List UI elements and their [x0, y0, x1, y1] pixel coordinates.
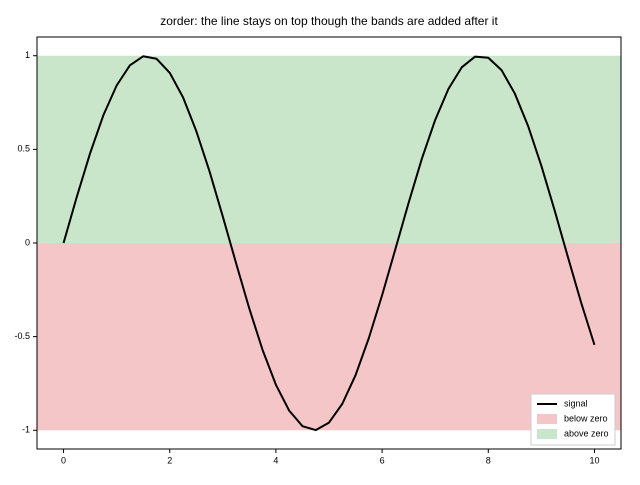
- x-tick-label: 2: [167, 455, 172, 465]
- legend-swatch: [537, 429, 557, 439]
- legend: signal below zero above zero: [530, 393, 616, 446]
- band: [37, 55, 621, 244]
- x-tick-label: 0: [61, 455, 66, 465]
- y-tick-label: 1: [25, 50, 30, 60]
- chart-title: zorder: the line stays on top though the…: [160, 14, 498, 28]
- legend-label: signal: [564, 398, 588, 408]
- legend-label: below zero: [564, 413, 608, 423]
- line: [62, 55, 596, 432]
- band: [37, 243, 621, 431]
- x-tick-label: 6: [380, 455, 385, 465]
- x-tick-label: 4: [273, 455, 278, 465]
- x-tick-label: 10: [589, 455, 599, 465]
- y-tick-label: -1: [22, 425, 30, 435]
- legend-swatch: [537, 414, 557, 424]
- y-tick-label: -0.5: [14, 331, 30, 341]
- x-tick-label: 8: [486, 455, 491, 465]
- y-tick-label: 0.5: [17, 144, 30, 154]
- y-tick-label: 0: [25, 237, 30, 247]
- legend-label: above zero: [564, 428, 609, 438]
